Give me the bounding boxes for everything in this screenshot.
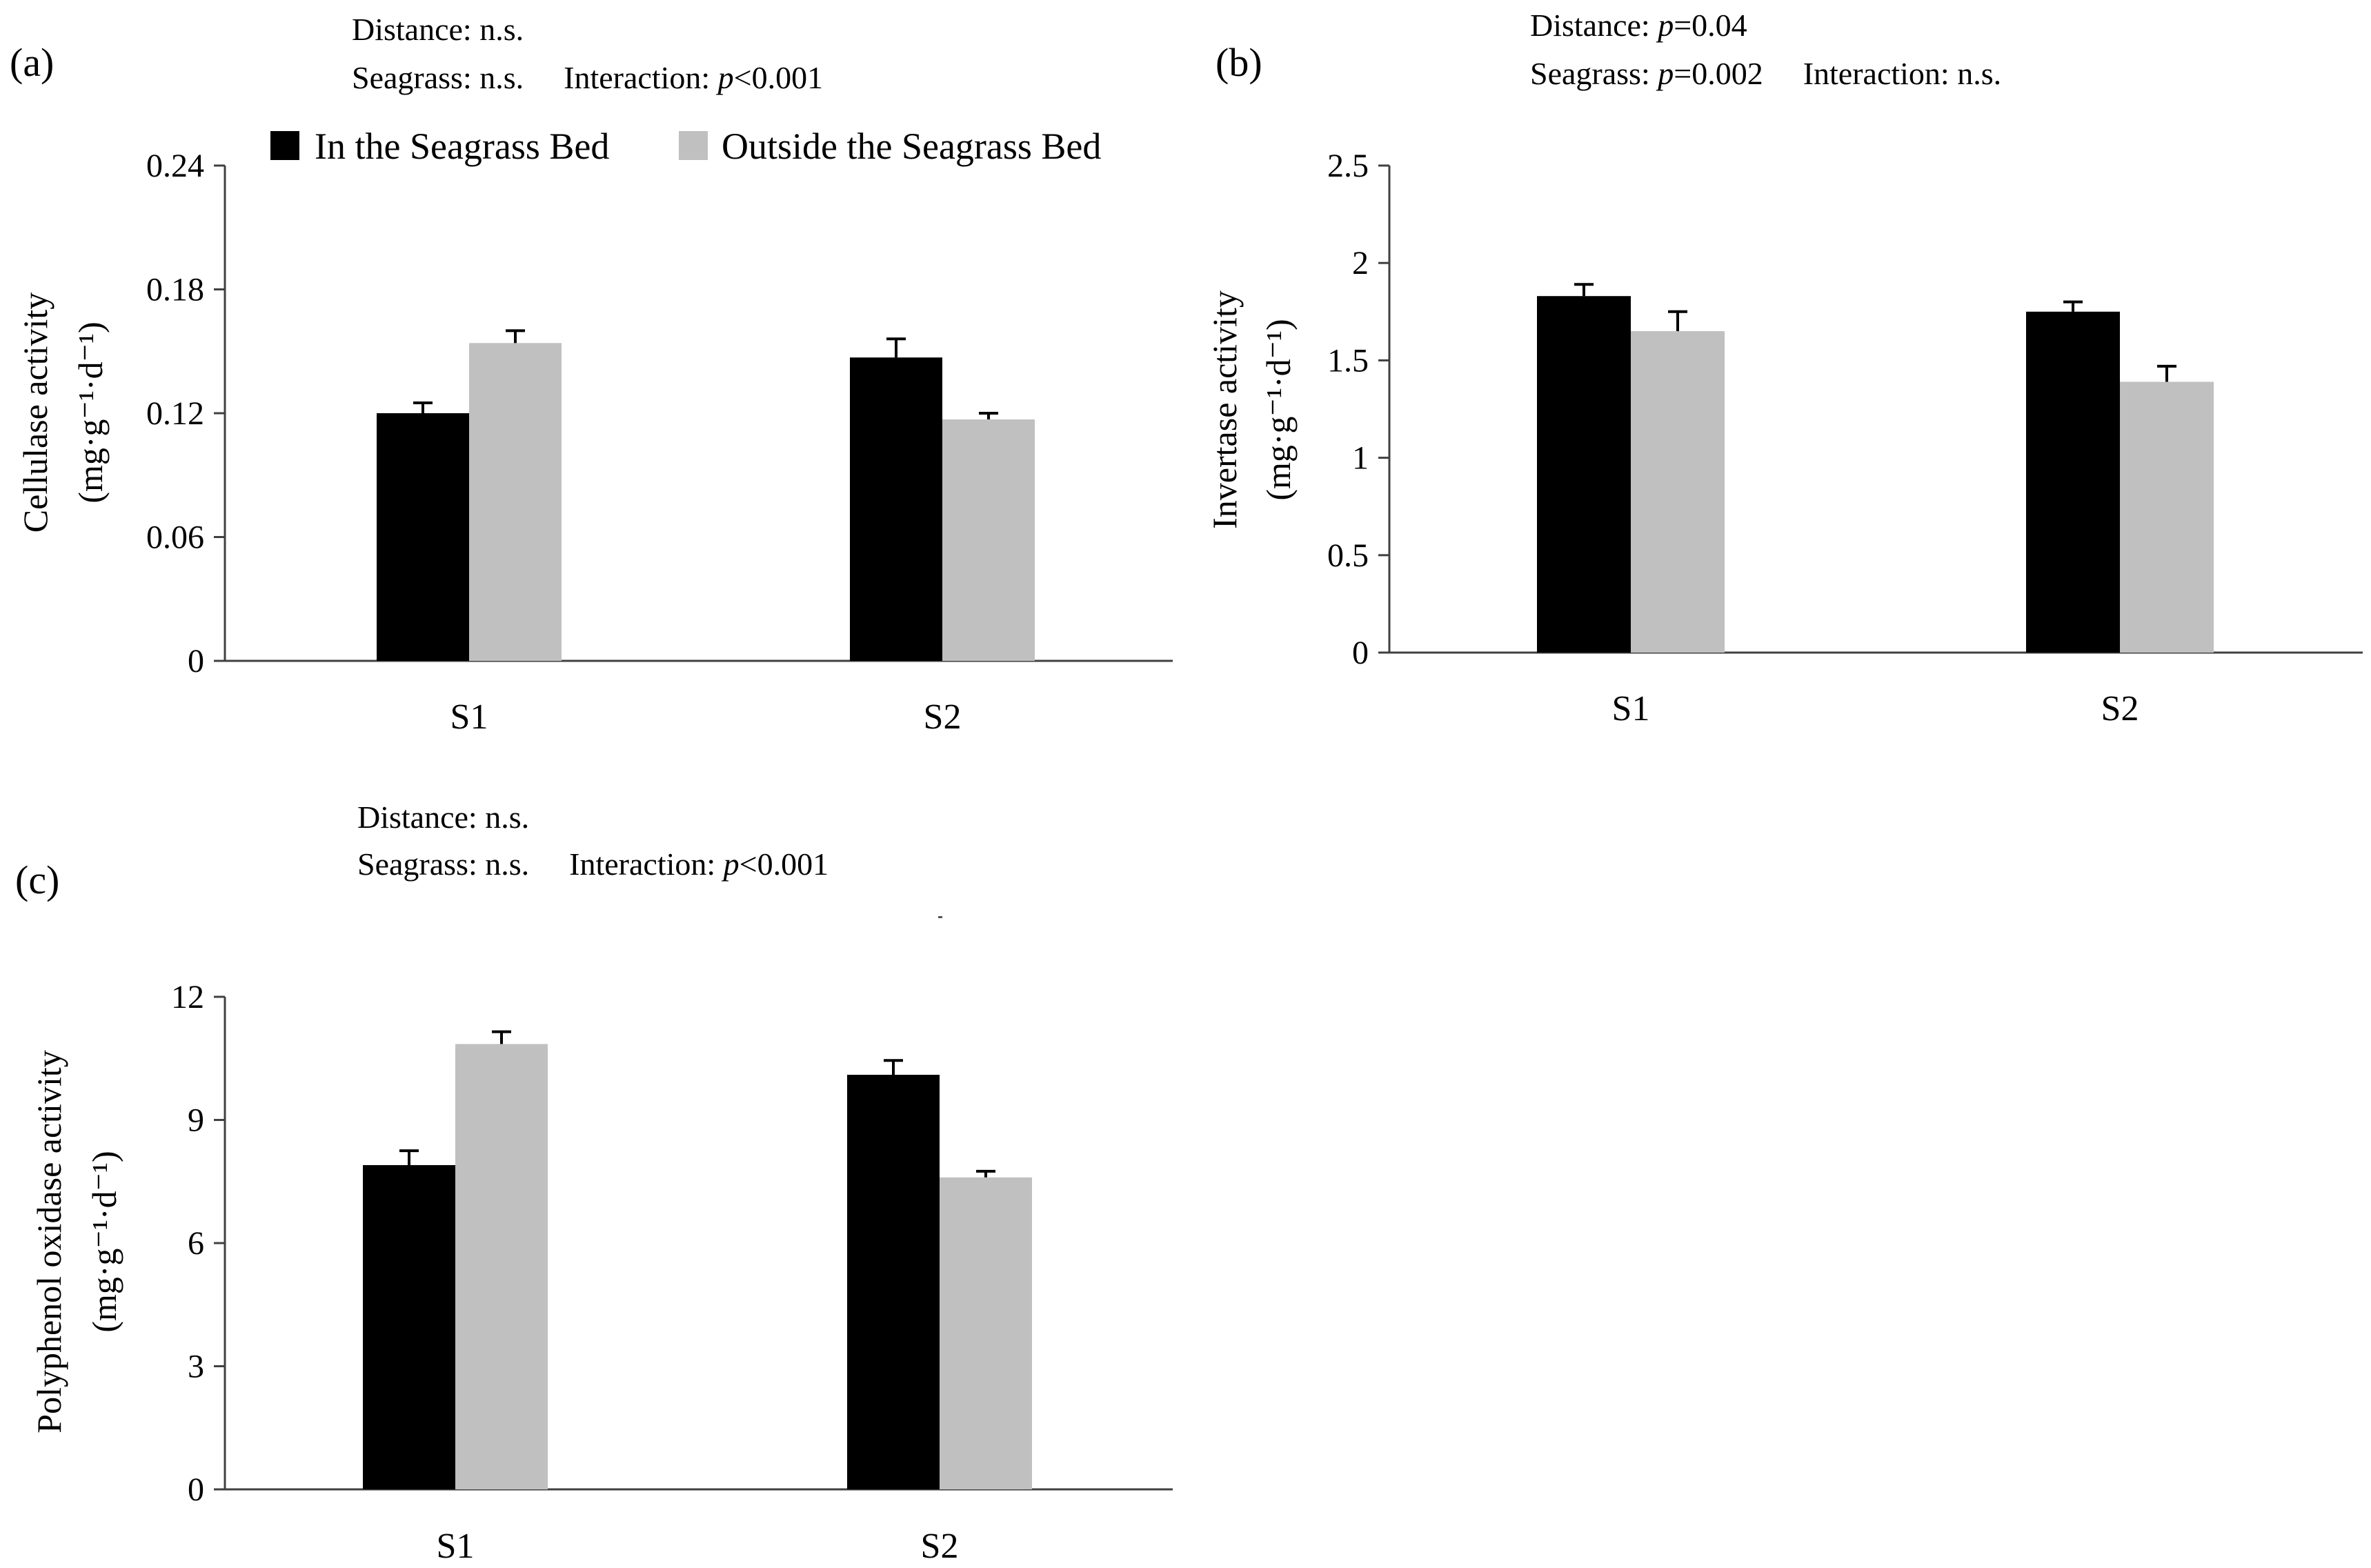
- y-axis-unit: (mg·g⁻¹·d⁻¹): [1259, 319, 1298, 500]
- x-category-label: S2: [2101, 689, 2139, 728]
- bar-s1-outside-bed: [1631, 331, 1725, 653]
- y-tick-label: 0.18: [146, 272, 204, 308]
- chart-panel-b: (b) Distance: p=0.04 Seagrass: p=0.002 Inte…: [1205, 8, 2363, 728]
- stray-mark: [938, 916, 942, 918]
- y-axis-unit: (mg·g⁻¹·d⁻¹): [85, 1151, 123, 1332]
- y-tick-label: 0: [1352, 635, 1369, 671]
- bar-s1-in-bed: [377, 413, 469, 661]
- y-tick-label: 3: [188, 1349, 204, 1385]
- legend-swatch: [270, 131, 299, 160]
- y-tick-label: 0.06: [146, 519, 204, 556]
- y-tick-label: 0: [188, 1471, 204, 1508]
- x-category-label: S2: [924, 697, 962, 737]
- y-tick-label: 2: [1352, 245, 1369, 281]
- bar-s2-in-bed: [847, 1075, 940, 1489]
- y-tick-label: 0.12: [146, 395, 204, 432]
- bar-s2-outside-bed: [942, 419, 1035, 661]
- legend-label: Outside the Seagrass Bed: [722, 126, 1101, 167]
- stat-seagrass-interaction: Seagrass: n.s. Interaction: p<0.001: [357, 846, 829, 882]
- y-tick-label: 9: [188, 1102, 204, 1139]
- panel-label: (b): [1216, 40, 1262, 85]
- y-tick-label: 0: [188, 643, 204, 679]
- stat-distance: Distance: n.s.: [357, 800, 529, 835]
- y-tick-label: 2.5: [1327, 148, 1369, 184]
- bar-s2-outside-bed: [940, 1177, 1032, 1489]
- bar-s2-outside-bed: [2120, 381, 2214, 653]
- y-axis-unit: (mg·g⁻¹·d⁻¹): [71, 321, 110, 503]
- y-tick-label: 6: [188, 1225, 204, 1262]
- y-axis-label: Polyphenol oxidase activity: [30, 1050, 68, 1433]
- y-tick-label: 12: [171, 979, 204, 1015]
- panel-label: (a): [10, 40, 54, 85]
- stat-seagrass-interaction: Seagrass: p=0.002 Interaction: n.s.: [1530, 56, 2001, 91]
- bar-s1-outside-bed: [469, 343, 562, 661]
- x-category-label: S1: [450, 697, 488, 737]
- bar-s1-in-bed: [1537, 296, 1631, 653]
- bar-s1-outside-bed: [455, 1044, 548, 1489]
- stat-seagrass-interaction: Seagrass: n.s. Interaction: p<0.001: [352, 60, 823, 95]
- chart-panel-a: (a) Distance: n.s. Seagrass: n.s. Interacti…: [10, 12, 1173, 737]
- panel-label: (c): [15, 857, 59, 902]
- y-axis-label: Cellulase activity: [16, 292, 54, 533]
- stat-distance: Distance: p=0.04: [1530, 8, 1747, 43]
- x-category-label: S2: [921, 1527, 959, 1566]
- y-tick-label: 0.5: [1327, 537, 1369, 574]
- y-tick-label: 0.24: [146, 148, 204, 184]
- x-category-label: S1: [1612, 689, 1650, 728]
- stat-distance: Distance: n.s.: [352, 12, 524, 47]
- bar-s1-in-bed: [363, 1164, 455, 1489]
- legend-swatch: [679, 131, 708, 160]
- bar-s2-in-bed: [2026, 311, 2120, 653]
- chart-panel-c: (c) Distance: n.s. Seagrass: n.s. Interacti…: [15, 800, 1173, 1566]
- y-axis-label: Invertase activity: [1205, 290, 1244, 529]
- legend: In the Seagrass Bed Outside the Seagrass …: [270, 126, 1101, 167]
- y-tick-label: 1.5: [1327, 342, 1369, 379]
- bar-s2-in-bed: [850, 357, 942, 661]
- x-category-label: S1: [437, 1527, 475, 1566]
- y-tick-label: 1: [1352, 440, 1369, 477]
- legend-label: In the Seagrass Bed: [315, 126, 609, 167]
